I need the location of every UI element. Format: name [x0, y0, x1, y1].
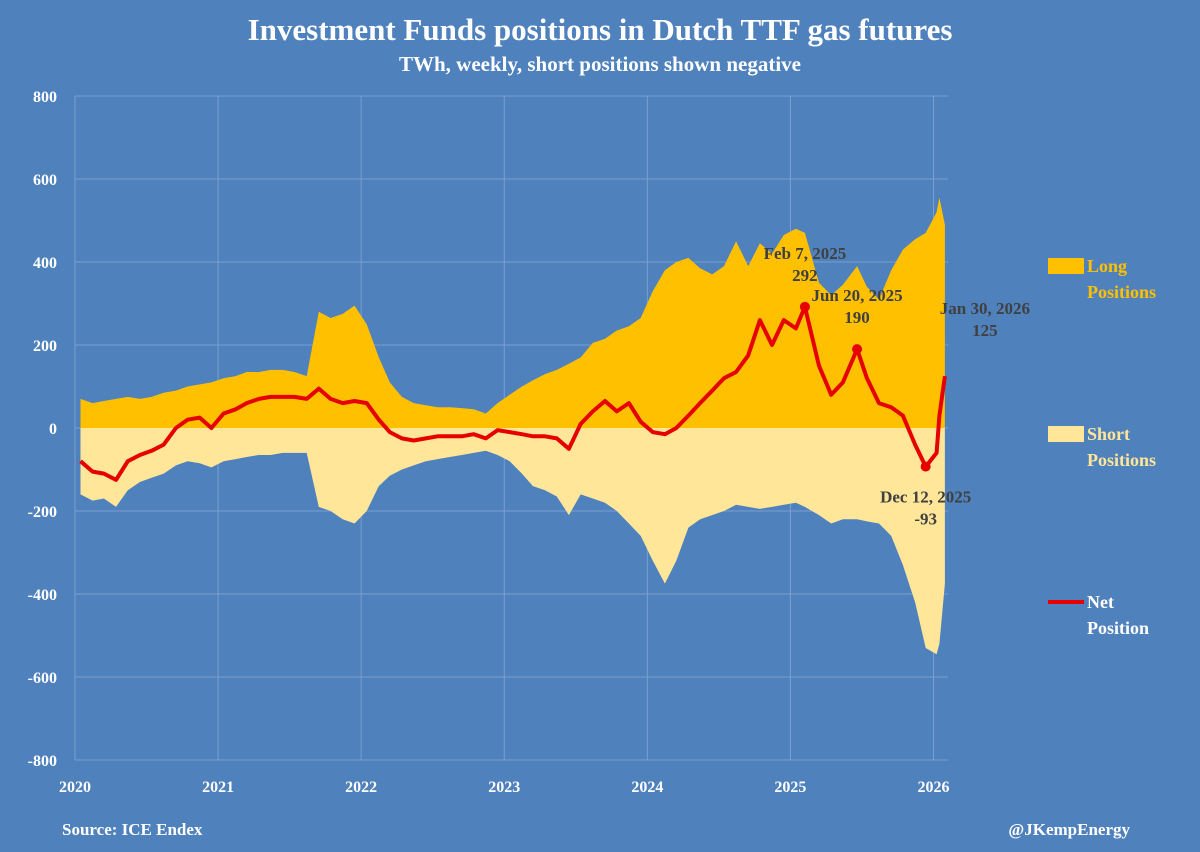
x-tick-label: 2024 [631, 779, 663, 796]
annotation-date: Jun 20, 2025 [811, 286, 902, 305]
x-tick-label: 2020 [59, 779, 91, 796]
y-tick-label: 600 [33, 172, 57, 189]
annotation-date: Dec 12, 2025 [880, 488, 971, 507]
y-tick-label: 800 [33, 89, 57, 106]
x-tick-label: 2021 [202, 779, 234, 796]
source-note: Source: ICE Endex [62, 820, 203, 839]
annotation-value: 125 [972, 321, 998, 340]
legend-label: Position [1087, 618, 1149, 638]
y-tick-label: 400 [33, 255, 57, 272]
long-positions-area [80, 197, 945, 428]
y-tick-label: 0 [49, 421, 57, 438]
x-tick-label: 2023 [488, 779, 520, 796]
legend-label: Long [1087, 256, 1127, 276]
legend-label: Short [1087, 424, 1130, 444]
annotation-value: 190 [844, 308, 870, 327]
y-tick-label: -200 [28, 504, 57, 521]
annotation-point [799, 301, 810, 312]
x-tick-label: 2026 [917, 779, 949, 796]
legend-label: Net [1087, 592, 1114, 612]
legend-label: Positions [1087, 282, 1156, 302]
y-tick-label: -800 [28, 753, 57, 770]
chart-title: Investment Funds positions in Dutch TTF … [247, 12, 953, 47]
annotation-point [920, 461, 931, 472]
y-tick-label: 200 [33, 338, 57, 355]
annotation-point [852, 344, 863, 355]
x-tick-label: 2022 [345, 779, 377, 796]
x-tick-label: 2025 [774, 779, 806, 796]
legend-label: Positions [1087, 450, 1156, 470]
annotation-date: Feb 7, 2025 [764, 244, 847, 263]
y-tick-label: -400 [28, 587, 57, 604]
author-handle: @JKempEnergy [1008, 820, 1130, 839]
short-positions-area [80, 428, 945, 655]
chart-subtitle: TWh, weekly, short positions shown negat… [399, 52, 801, 76]
annotation-value: -93 [914, 510, 937, 529]
y-tick-label: -600 [28, 670, 57, 687]
legend-swatch [1048, 426, 1084, 442]
annotation-value: 292 [792, 266, 818, 285]
legend-swatch [1048, 258, 1084, 274]
annotation-date: Jan 30, 2026 [940, 299, 1030, 318]
net-position-line [79, 304, 947, 482]
